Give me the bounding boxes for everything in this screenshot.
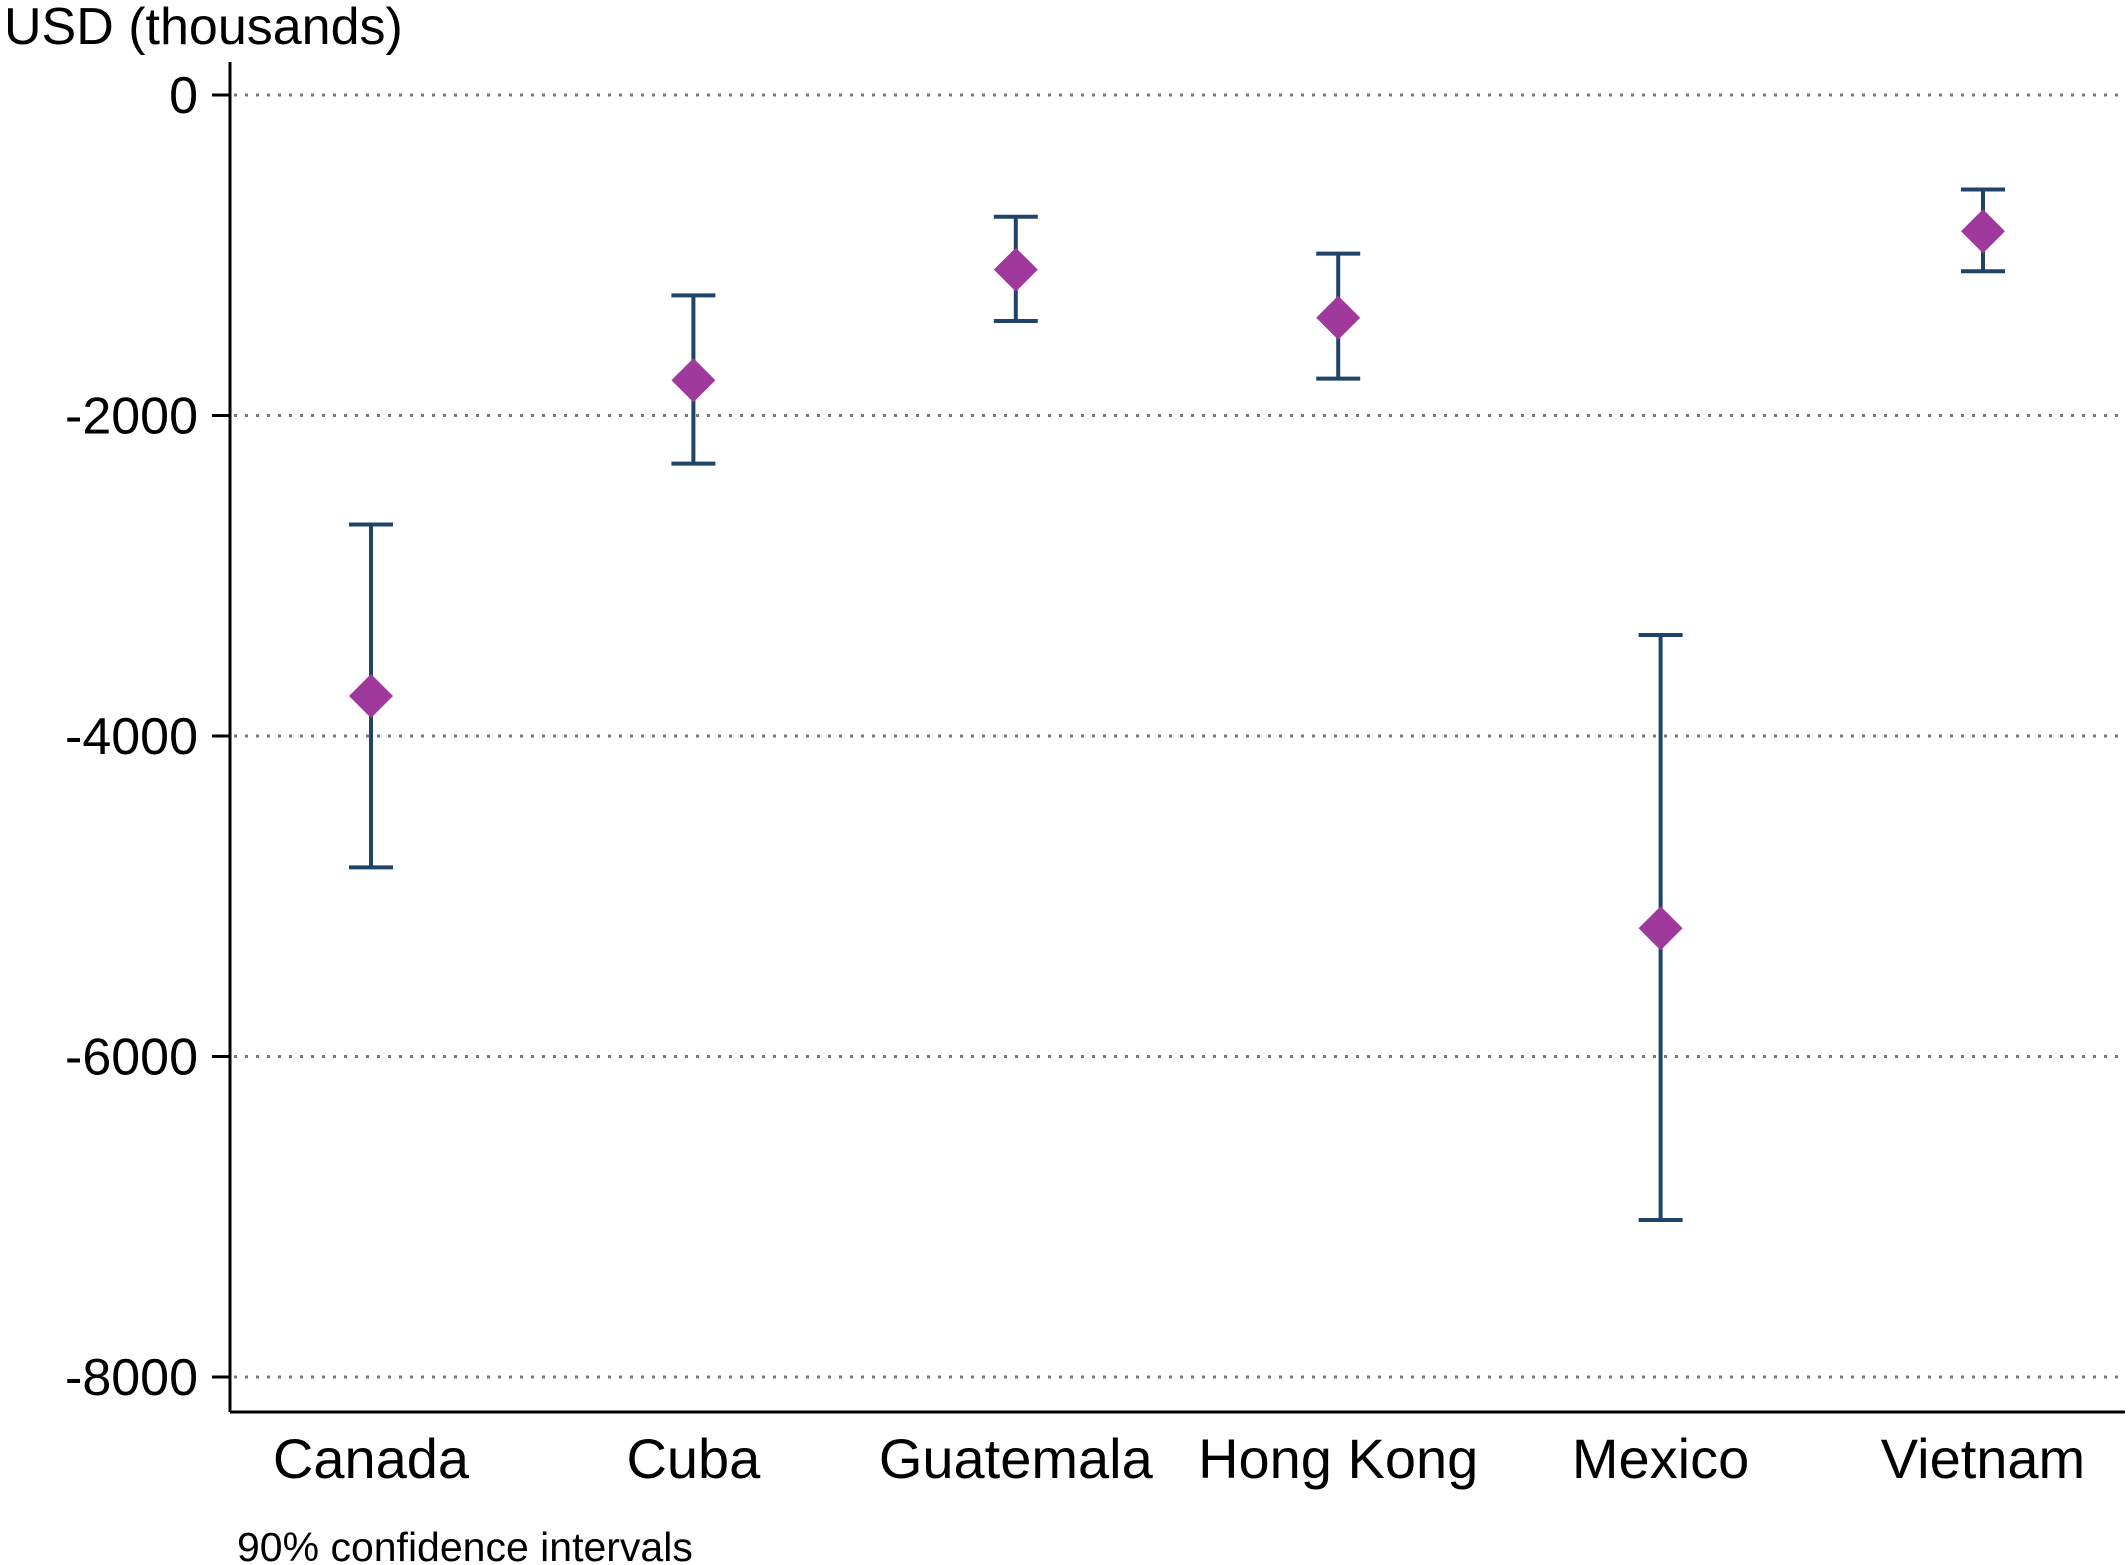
x-category-label: Guatemala <box>879 1427 1154 1490</box>
error-bars <box>349 187 2005 1222</box>
y-tick-label: 0 <box>169 67 198 125</box>
y-tick-label: -2000 <box>65 388 198 446</box>
y-tick-label: -4000 <box>65 708 198 766</box>
point-marker-mexico <box>1638 906 1683 951</box>
point-marker-canada <box>349 673 393 718</box>
y-tick-label: -6000 <box>65 1029 198 1087</box>
point-marker-hong-kong <box>1316 295 1361 340</box>
grid-layer <box>234 93 2125 1379</box>
x-category-label: Cuba <box>626 1427 761 1490</box>
chart-note: 90% confidence intervals <box>237 1524 693 1565</box>
y-tick-labels: 0 -2000 -4000 -6000 -8000 <box>65 67 198 1407</box>
x-category-label: Canada <box>273 1427 470 1490</box>
point-marker-cuba <box>671 358 716 403</box>
point-marker-guatemala <box>993 247 1038 292</box>
x-category-labels: Canada Cuba Guatemala Hong Kong Mexico Vietna… <box>273 1427 2085 1490</box>
x-category-label: Vietnam <box>1881 1427 2085 1490</box>
point-marker-vietnam <box>1961 209 2005 254</box>
y-axis-label: USD (thousands) <box>4 0 403 56</box>
y-tick-label: -8000 <box>65 1349 198 1407</box>
axis-layer <box>212 62 2125 1414</box>
point-markers <box>349 209 2005 951</box>
x-category-label: Hong Kong <box>1198 1427 1478 1490</box>
x-category-label: Mexico <box>1572 1427 1749 1490</box>
